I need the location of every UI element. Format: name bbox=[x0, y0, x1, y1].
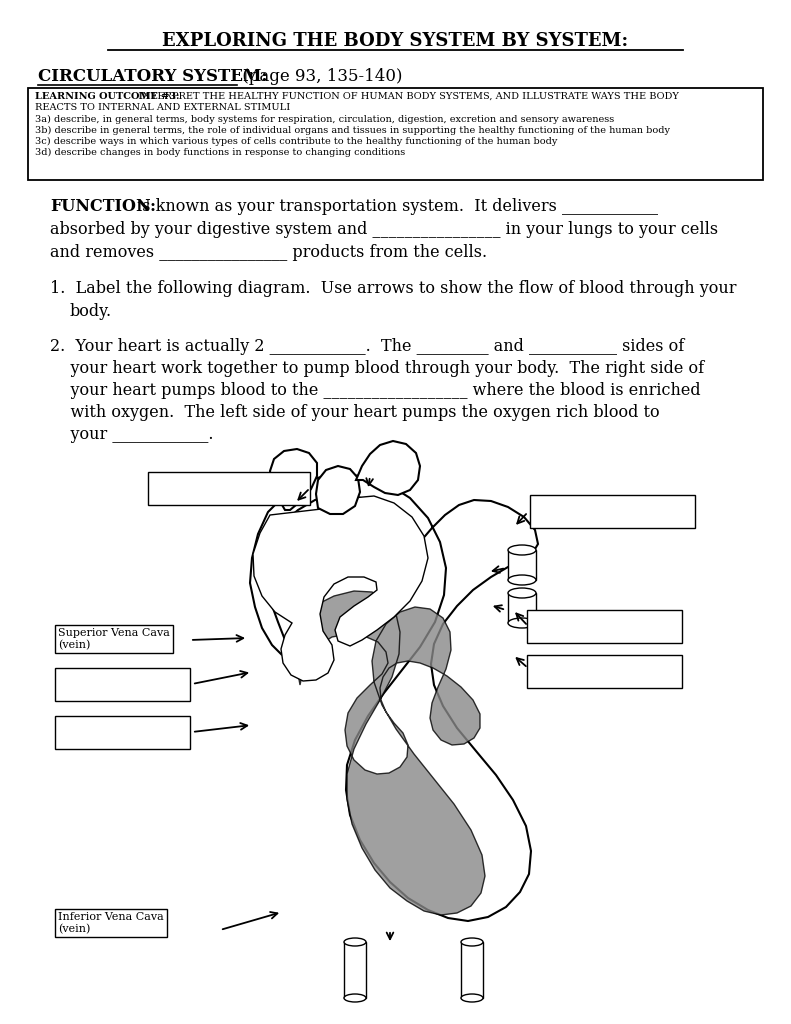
Text: your heart pumps blood to the __________________ where the blood is enriched: your heart pumps blood to the __________… bbox=[50, 382, 701, 399]
Text: EXPLORING THE BODY SYSTEM BY SYSTEM:: EXPLORING THE BODY SYSTEM BY SYSTEM: bbox=[162, 32, 629, 50]
Text: your heart work together to pump blood through your body.  The right side of: your heart work together to pump blood t… bbox=[50, 360, 704, 377]
Ellipse shape bbox=[344, 938, 366, 946]
Polygon shape bbox=[250, 474, 538, 921]
Text: your ____________.: your ____________. bbox=[50, 426, 214, 443]
Text: body.: body. bbox=[70, 303, 112, 319]
Text: 3d) describe changes in body functions in response to changing conditions: 3d) describe changes in body functions i… bbox=[35, 148, 405, 157]
Ellipse shape bbox=[461, 994, 483, 1002]
Text: absorbed by your digestive system and ________________ in your lungs to your cel: absorbed by your digestive system and __… bbox=[50, 221, 718, 238]
Text: INTERPRET THE HEALTHY FUNCTION OF HUMAN BODY SYSTEMS, AND ILLUSTRATE WAYS THE BO: INTERPRET THE HEALTHY FUNCTION OF HUMAN … bbox=[132, 92, 679, 101]
Text: REACTS TO INTERNAL AND EXTERNAL STIMULI: REACTS TO INTERNAL AND EXTERNAL STIMULI bbox=[35, 103, 290, 112]
Ellipse shape bbox=[508, 545, 536, 555]
Text: is known as your transportation system.  It delivers ____________: is known as your transportation system. … bbox=[132, 198, 658, 215]
Bar bbox=[28, 88, 763, 180]
Bar bbox=[148, 472, 310, 505]
Polygon shape bbox=[316, 466, 360, 514]
Ellipse shape bbox=[461, 938, 483, 946]
Bar bbox=[530, 495, 695, 528]
Text: 3a) describe, in general terms, body systems for respiration, circulation, diges: 3a) describe, in general terms, body sys… bbox=[35, 115, 615, 124]
Polygon shape bbox=[287, 591, 485, 915]
Polygon shape bbox=[508, 593, 536, 623]
Text: 2.  Your heart is actually 2 ____________.  The _________ and ___________ sides : 2. Your heart is actually 2 ____________… bbox=[50, 338, 684, 355]
Polygon shape bbox=[508, 550, 536, 580]
Text: 3b) describe in general terms, the role of individual organs and tissues in supp: 3b) describe in general terms, the role … bbox=[35, 126, 670, 135]
Ellipse shape bbox=[344, 994, 366, 1002]
Polygon shape bbox=[461, 942, 483, 998]
Ellipse shape bbox=[508, 618, 536, 628]
Text: Inferior Vena Cava
(vein): Inferior Vena Cava (vein) bbox=[58, 912, 164, 934]
Text: 3c) describe ways in which various types of cells contribute to the healthy func: 3c) describe ways in which various types… bbox=[35, 137, 558, 146]
Polygon shape bbox=[270, 449, 317, 510]
Bar bbox=[55, 668, 190, 701]
Text: and removes ________________ products from the cells.: and removes ________________ products fr… bbox=[50, 244, 487, 261]
Bar bbox=[527, 610, 682, 643]
Text: with oxygen.  The left side of your heart pumps the oxygen rich blood to: with oxygen. The left side of your heart… bbox=[50, 404, 660, 421]
Ellipse shape bbox=[508, 575, 536, 585]
Bar bbox=[527, 655, 682, 688]
Bar bbox=[55, 716, 190, 749]
Text: Superior Vena Cava
(vein): Superior Vena Cava (vein) bbox=[58, 628, 170, 650]
Polygon shape bbox=[253, 496, 428, 681]
Text: FUNCTION:: FUNCTION: bbox=[50, 198, 156, 215]
Text: CIRCULATORY SYSTEM:: CIRCULATORY SYSTEM: bbox=[38, 68, 267, 85]
Polygon shape bbox=[344, 942, 366, 998]
Text: LEARNING OUTCOME #3:: LEARNING OUTCOME #3: bbox=[35, 92, 180, 101]
Ellipse shape bbox=[508, 588, 536, 598]
Polygon shape bbox=[356, 441, 420, 495]
Text: (page 93, 135-140): (page 93, 135-140) bbox=[237, 68, 403, 85]
Text: 1.  Label the following diagram.  Use arrows to show the flow of blood through y: 1. Label the following diagram. Use arro… bbox=[50, 280, 736, 297]
